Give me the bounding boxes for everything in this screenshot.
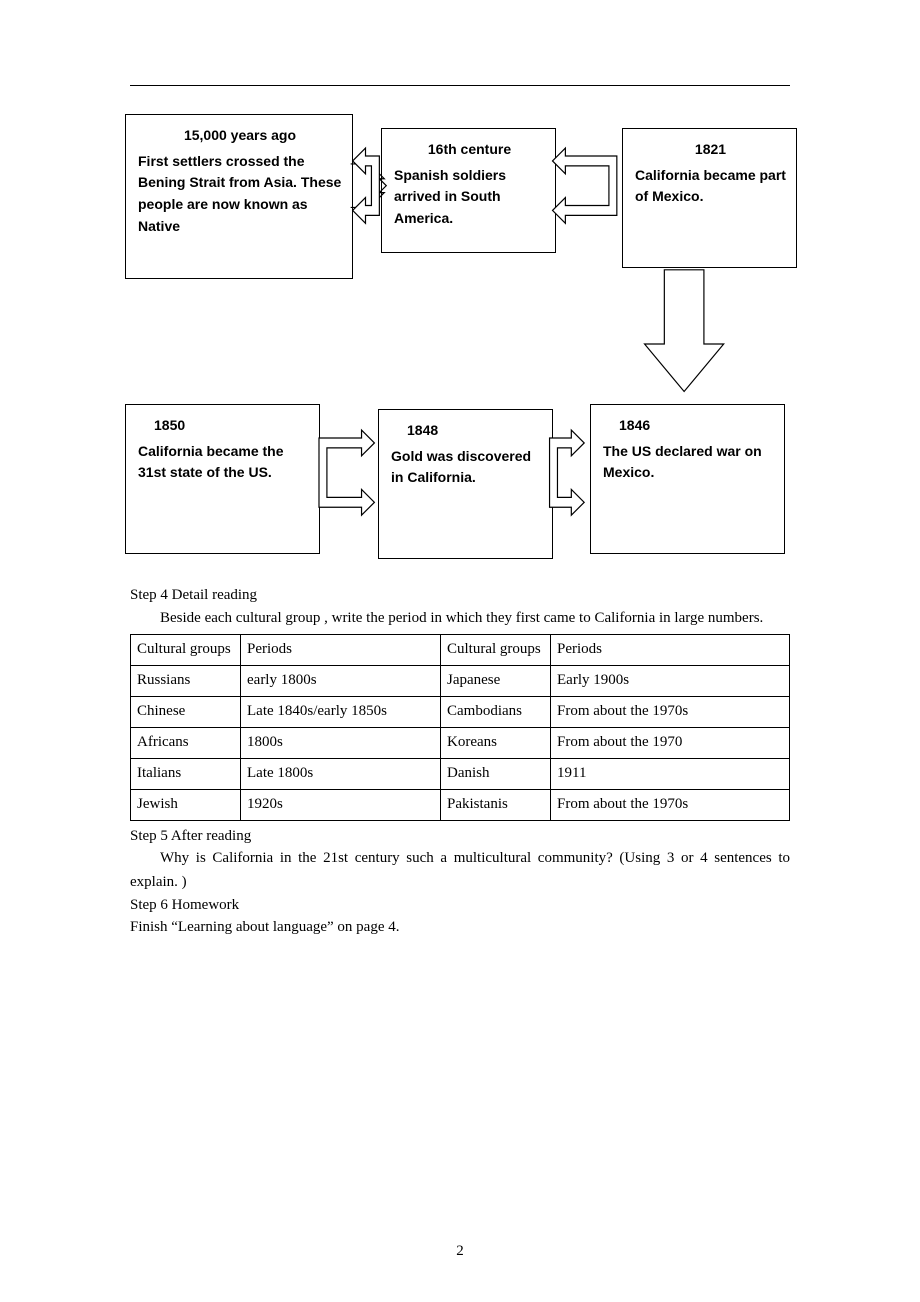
cell: 1800s bbox=[241, 727, 441, 758]
cell: Africans bbox=[131, 727, 241, 758]
flow-box-1: 15,000 years ago First settlers crossed … bbox=[125, 114, 353, 279]
table-row: Chinese Late 1840s/early 1850s Cambodian… bbox=[131, 696, 790, 727]
flow-box-2-inner: 16th centure Spanish soldiers arrived in… bbox=[382, 129, 555, 240]
flow-box-1-text: First settlers crossed the Bening Strait… bbox=[138, 151, 342, 238]
top-rule bbox=[130, 85, 790, 86]
table-row: Jewish 1920s Pakistanis From about the 1… bbox=[131, 789, 790, 820]
step6-heading: Step 6 Homework bbox=[130, 894, 790, 917]
flow-box-1-inner: 15,000 years ago First settlers crossed … bbox=[126, 115, 352, 247]
flow-box-3-title: 1821 bbox=[635, 139, 786, 161]
flow-box-1-title: 15,000 years ago bbox=[138, 125, 342, 147]
cell: Early 1900s bbox=[551, 665, 790, 696]
flow-box-3-inner: 1821 California became part of Mexico. bbox=[623, 129, 796, 218]
cell: Japanese bbox=[441, 665, 551, 696]
col-pd-1: Periods bbox=[241, 634, 441, 665]
flow-box-5-inner: 1848 Gold was discovered in California. bbox=[379, 410, 552, 499]
flow-box-4: 1846 The US declared war on Mexico. bbox=[590, 404, 785, 554]
flow-box-6-text: California became the 31st state of the … bbox=[138, 441, 309, 484]
step5-text: Why is California in the 21st century su… bbox=[130, 847, 790, 894]
cell: Pakistanis bbox=[441, 789, 551, 820]
flow-box-2-title: 16th centure bbox=[394, 139, 545, 161]
cell: Danish bbox=[441, 758, 551, 789]
cell: Cambodians bbox=[441, 696, 551, 727]
col-cg-1: Cultural groups bbox=[131, 634, 241, 665]
flow-box-6: 1850 California became the 31st state of… bbox=[125, 404, 320, 554]
page: 15,000 years ago First settlers crossed … bbox=[0, 0, 920, 1302]
flow-box-4-text: The US declared war on Mexico. bbox=[603, 441, 774, 484]
flow-box-4-title: 1846 bbox=[603, 415, 774, 437]
flow-box-5-text: Gold was discovered in California. bbox=[391, 446, 542, 489]
table-row: Italians Late 1800s Danish 1911 bbox=[131, 758, 790, 789]
cell: Italians bbox=[131, 758, 241, 789]
cell: Chinese bbox=[131, 696, 241, 727]
col-cg-2: Cultural groups bbox=[441, 634, 551, 665]
cell: early 1800s bbox=[241, 665, 441, 696]
step6-text: Finish “Learning about language” on page… bbox=[130, 916, 790, 939]
cell: From about the 1970 bbox=[551, 727, 790, 758]
table-header-row: Cultural groups Periods Cultural groups … bbox=[131, 634, 790, 665]
step4-heading: Step 4 Detail reading bbox=[130, 584, 790, 607]
flow-box-6-inner: 1850 California became the 31st state of… bbox=[126, 405, 319, 494]
flow-box-4-inner: 1846 The US declared war on Mexico. bbox=[591, 405, 784, 494]
cell: Jewish bbox=[131, 789, 241, 820]
cultural-groups-table: Cultural groups Periods Cultural groups … bbox=[130, 634, 790, 821]
flow-box-3: 1821 California became part of Mexico. bbox=[622, 128, 797, 268]
flow-box-6-title: 1850 bbox=[138, 415, 309, 437]
page-number: 2 bbox=[0, 1243, 920, 1260]
col-pd-2: Periods bbox=[551, 634, 790, 665]
table-row: Africans 1800s Koreans From about the 19… bbox=[131, 727, 790, 758]
cell: 1920s bbox=[241, 789, 441, 820]
table-row: Russians early 1800s Japanese Early 1900… bbox=[131, 665, 790, 696]
cell: From about the 1970s bbox=[551, 789, 790, 820]
cell: Russians bbox=[131, 665, 241, 696]
cell: Late 1840s/early 1850s bbox=[241, 696, 441, 727]
cell: Late 1800s bbox=[241, 758, 441, 789]
flow-box-2: 16th centure Spanish soldiers arrived in… bbox=[381, 128, 556, 253]
flow-box-3-text: California became part of Mexico. bbox=[635, 165, 786, 208]
cell: 1911 bbox=[551, 758, 790, 789]
flow-box-5-title: 1848 bbox=[391, 420, 542, 442]
cell: Koreans bbox=[441, 727, 551, 758]
step4-intro: Beside each cultural group , write the p… bbox=[130, 607, 790, 630]
flow-box-2-text: Spanish soldiers arrived in South Americ… bbox=[394, 165, 545, 230]
cell: From about the 1970s bbox=[551, 696, 790, 727]
step5-heading: Step 5 After reading bbox=[130, 825, 790, 848]
flow-box-5: 1848 Gold was discovered in California. bbox=[378, 409, 553, 559]
flowchart: 15,000 years ago First settlers crossed … bbox=[130, 114, 790, 574]
